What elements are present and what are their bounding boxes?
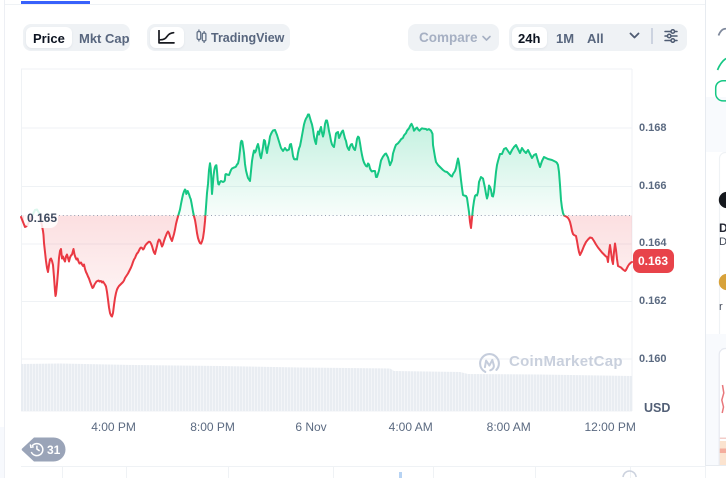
svg-text:31: 31 — [47, 443, 61, 457]
